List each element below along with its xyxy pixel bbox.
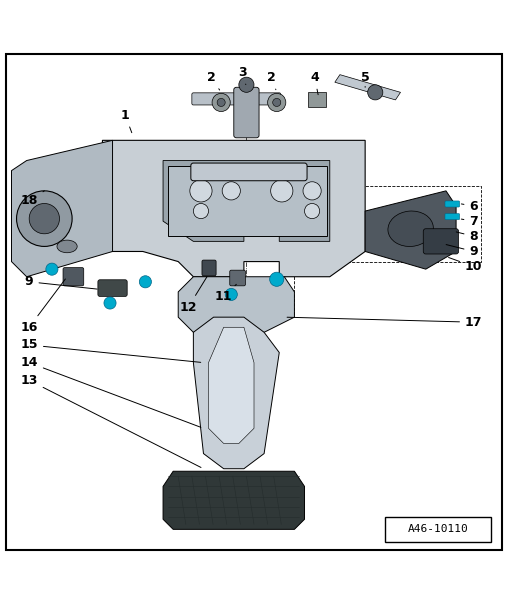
FancyBboxPatch shape <box>445 201 460 207</box>
FancyBboxPatch shape <box>7 54 501 550</box>
Ellipse shape <box>57 240 77 252</box>
Circle shape <box>225 288 237 300</box>
Circle shape <box>303 182 321 200</box>
Text: 5: 5 <box>361 71 369 88</box>
FancyBboxPatch shape <box>168 165 327 236</box>
Text: 11: 11 <box>215 284 236 303</box>
Text: 4: 4 <box>310 71 319 95</box>
Text: 8: 8 <box>456 230 478 243</box>
FancyBboxPatch shape <box>386 516 491 542</box>
Circle shape <box>212 94 230 112</box>
FancyBboxPatch shape <box>308 92 326 108</box>
Circle shape <box>304 204 320 219</box>
Text: 2: 2 <box>207 71 219 90</box>
Circle shape <box>104 297 116 309</box>
Circle shape <box>271 180 293 202</box>
Polygon shape <box>208 327 254 443</box>
Circle shape <box>368 85 383 100</box>
Circle shape <box>270 272 284 286</box>
Polygon shape <box>365 191 456 269</box>
Text: 12: 12 <box>179 277 207 313</box>
Text: 14: 14 <box>20 356 201 427</box>
FancyBboxPatch shape <box>202 260 216 276</box>
Circle shape <box>190 180 212 202</box>
Polygon shape <box>163 161 330 242</box>
FancyBboxPatch shape <box>191 163 307 181</box>
Text: 15: 15 <box>20 338 201 362</box>
Polygon shape <box>12 140 113 277</box>
Text: 9: 9 <box>446 245 478 258</box>
Text: 3: 3 <box>239 66 247 85</box>
Circle shape <box>17 191 72 246</box>
Circle shape <box>222 182 240 200</box>
Polygon shape <box>194 317 279 469</box>
Ellipse shape <box>388 211 433 246</box>
FancyBboxPatch shape <box>234 88 259 138</box>
Circle shape <box>139 276 151 288</box>
Text: 18: 18 <box>20 191 44 207</box>
Text: 1: 1 <box>121 109 132 133</box>
Text: 16: 16 <box>20 279 66 334</box>
Text: 17: 17 <box>287 316 483 329</box>
Polygon shape <box>103 140 365 277</box>
Text: 9: 9 <box>25 275 97 289</box>
Circle shape <box>217 98 225 106</box>
Text: 13: 13 <box>20 374 201 467</box>
Text: 6: 6 <box>461 199 478 213</box>
FancyBboxPatch shape <box>63 268 84 286</box>
FancyBboxPatch shape <box>192 93 281 105</box>
Circle shape <box>194 204 208 219</box>
Circle shape <box>29 204 59 234</box>
Circle shape <box>268 94 286 112</box>
FancyBboxPatch shape <box>445 214 460 220</box>
Circle shape <box>239 77 254 92</box>
Polygon shape <box>178 277 295 332</box>
Text: 10: 10 <box>449 257 483 273</box>
Text: A46-10110: A46-10110 <box>408 524 469 535</box>
Circle shape <box>273 98 281 106</box>
Polygon shape <box>163 471 304 529</box>
Text: 2: 2 <box>267 71 276 90</box>
FancyBboxPatch shape <box>98 280 127 297</box>
Circle shape <box>46 263 58 275</box>
FancyBboxPatch shape <box>230 270 245 286</box>
FancyBboxPatch shape <box>423 229 459 254</box>
Polygon shape <box>335 75 400 100</box>
Text: 7: 7 <box>461 214 478 228</box>
